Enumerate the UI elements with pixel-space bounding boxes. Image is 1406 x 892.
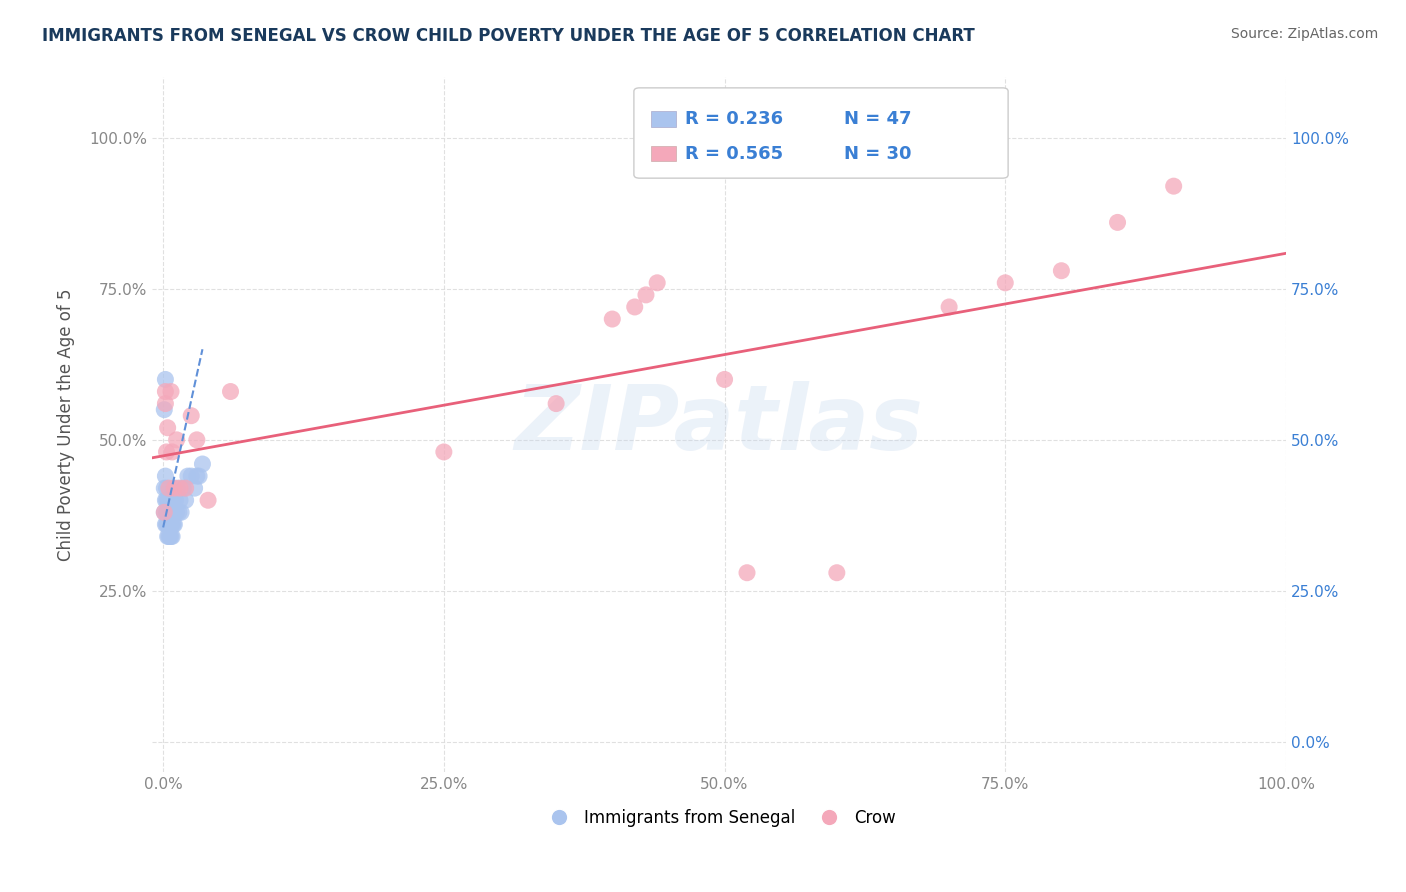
Point (938, 300, 960, 314)
Point (160, 529, 183, 543)
Y-axis label: Child Poverty Under the Age of 5: Child Poverty Under the Age of 5 (58, 288, 75, 561)
Point (160, 517, 183, 532)
Point (155, 505, 177, 519)
Point (713, 372, 735, 386)
Point (433, 445, 456, 459)
Point (174, 493, 197, 508)
Point (183, 481, 205, 495)
Point (156, 421, 179, 435)
Point (155, 493, 177, 508)
Point (159, 529, 181, 543)
FancyBboxPatch shape (634, 87, 1008, 178)
Point (162, 493, 184, 508)
Point (825, 566, 848, 580)
Point (180, 469, 202, 483)
Point (155, 517, 177, 532)
Legend: Immigrants from Senegal, Crow: Immigrants from Senegal, Crow (536, 802, 903, 833)
Point (169, 481, 191, 495)
Point (155, 517, 177, 532)
Point (634, 288, 657, 302)
Point (157, 529, 180, 543)
Point (186, 433, 208, 447)
Point (155, 493, 177, 508)
Point (219, 384, 242, 399)
Point (600, 312, 623, 326)
Point (156, 529, 179, 543)
Point (645, 276, 668, 290)
Point (157, 505, 180, 519)
Point (160, 445, 183, 459)
Point (155, 384, 177, 399)
Point (170, 505, 193, 519)
Point (174, 481, 197, 495)
Point (186, 469, 208, 483)
FancyBboxPatch shape (651, 112, 676, 127)
Point (159, 517, 181, 532)
Point (180, 409, 202, 423)
Point (157, 493, 180, 508)
Point (546, 396, 568, 410)
Point (163, 505, 186, 519)
Point (163, 517, 186, 532)
Text: N = 30: N = 30 (844, 145, 911, 163)
Point (191, 457, 214, 471)
Point (172, 481, 194, 495)
Point (160, 384, 183, 399)
Point (155, 445, 177, 459)
FancyBboxPatch shape (651, 146, 676, 161)
Point (157, 517, 180, 532)
Point (623, 300, 645, 314)
Text: ZIPatlas: ZIPatlas (515, 381, 924, 468)
Point (155, 469, 177, 483)
Text: R = 0.236: R = 0.236 (685, 110, 783, 128)
Point (166, 481, 188, 495)
Point (162, 517, 184, 532)
Point (177, 469, 200, 483)
Point (157, 481, 180, 495)
Point (188, 469, 211, 483)
Point (155, 372, 177, 386)
Point (155, 481, 177, 495)
Text: N = 47: N = 47 (844, 110, 911, 128)
Point (1050, 264, 1073, 278)
Point (153, 505, 176, 519)
Point (994, 276, 1017, 290)
Text: Source: ZipAtlas.com: Source: ZipAtlas.com (1230, 27, 1378, 41)
Point (159, 505, 181, 519)
Point (160, 529, 183, 543)
Text: IMMIGRANTS FROM SENEGAL VS CROW CHILD POVERTY UNDER THE AGE OF 5 CORRELATION CHA: IMMIGRANTS FROM SENEGAL VS CROW CHILD PO… (42, 27, 974, 45)
Point (1107, 215, 1129, 229)
Point (153, 505, 176, 519)
Point (166, 505, 188, 519)
Point (160, 517, 183, 532)
Point (156, 505, 179, 519)
Point (153, 481, 176, 495)
Point (156, 493, 179, 508)
Point (159, 493, 181, 508)
Point (735, 566, 758, 580)
Point (169, 493, 191, 508)
Point (166, 433, 188, 447)
Point (197, 493, 219, 508)
Point (153, 402, 176, 417)
Point (155, 396, 177, 410)
Point (1163, 179, 1185, 194)
Text: R = 0.565: R = 0.565 (685, 145, 783, 163)
Point (156, 517, 179, 532)
Point (163, 481, 186, 495)
Point (165, 493, 187, 508)
Point (160, 505, 183, 519)
Point (167, 505, 190, 519)
Point (160, 505, 183, 519)
